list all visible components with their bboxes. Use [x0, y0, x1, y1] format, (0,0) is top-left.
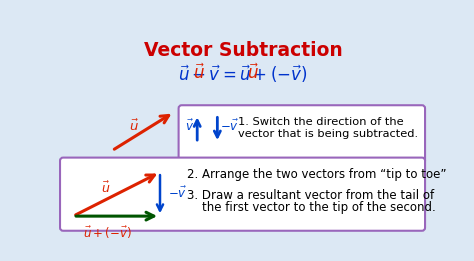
Text: $-\vec{v}$: $-\vec{v}$: [168, 186, 187, 200]
Text: $-\vec{v}$: $-\vec{v}$: [220, 119, 239, 134]
Text: $\vec{v}$: $\vec{v}$: [185, 119, 194, 134]
Text: the first vector to the tip of the second.: the first vector to the tip of the secon…: [187, 201, 436, 214]
Text: 2. Arrange the two vectors from “tip to toe”: 2. Arrange the two vectors from “tip to …: [187, 168, 447, 181]
Text: vector that is being subtracted.: vector that is being subtracted.: [237, 129, 418, 139]
FancyBboxPatch shape: [60, 158, 425, 231]
Text: $\vec{u}$: $\vec{u}$: [193, 64, 205, 83]
Text: 1. Switch the direction of the: 1. Switch the direction of the: [237, 117, 403, 127]
Text: $\vec{u}+(-\vec{v})$: $\vec{u}+(-\vec{v})$: [83, 224, 132, 241]
Text: $\vec{u} - \vec{v} = \vec{u} + (-\vec{v})$: $\vec{u} - \vec{v} = \vec{u} + (-\vec{v}…: [178, 64, 308, 85]
Text: 3. Draw a resultant vector from the tail of: 3. Draw a resultant vector from the tail…: [187, 189, 434, 202]
Text: $\vec{u}$: $\vec{u}$: [101, 181, 110, 196]
Text: $\vec{u}$: $\vec{u}$: [128, 118, 139, 134]
Text: Vector Subtraction: Vector Subtraction: [144, 40, 342, 60]
Text: $\vec{u}$: $\vec{u}$: [247, 64, 259, 83]
FancyBboxPatch shape: [179, 105, 425, 164]
